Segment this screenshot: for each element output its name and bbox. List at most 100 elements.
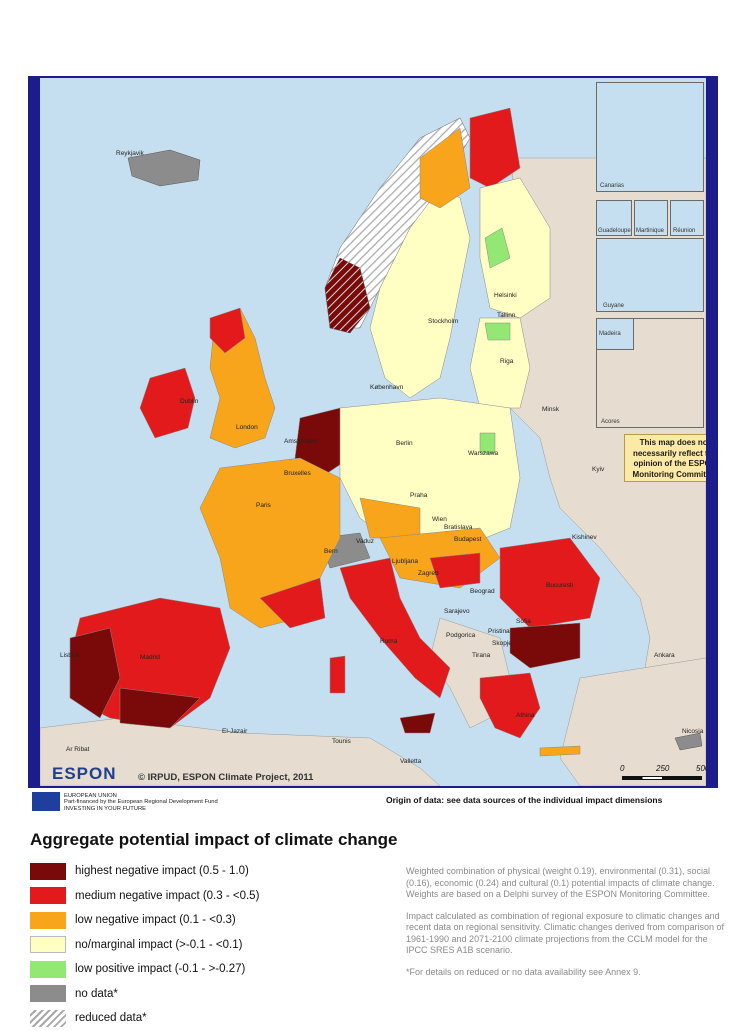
city-bern: Bern	[324, 548, 338, 555]
city-valletta: Valletta	[400, 758, 422, 765]
inset-guyane: Guyane	[596, 238, 704, 312]
eu-text-line: Part-financed by the European Regional D…	[64, 799, 218, 806]
inset-label-canarias: Canarias	[600, 183, 625, 189]
italy	[339, 557, 451, 699]
city-riga: Riga	[500, 358, 514, 365]
city-helsinki: Helsinki	[494, 292, 517, 299]
legend-swatch	[30, 936, 66, 954]
city-sofia: Sofia	[516, 618, 531, 625]
scotland-red	[209, 307, 246, 354]
espon-logo-text: ESPON	[52, 764, 117, 783]
methodology-notes: Weighted combination of physical (weight…	[406, 866, 724, 988]
inset-label-reunion: Réunion	[673, 228, 696, 234]
city-stockholm: Stockholm	[428, 318, 459, 325]
city-sarajevo: Sarajevo	[444, 608, 470, 615]
ireland	[139, 367, 196, 439]
legend-swatch-hatched	[30, 1009, 66, 1027]
city-beograd: Beograd	[470, 588, 495, 595]
city-warszawa: Warszawa	[468, 450, 499, 457]
city-skopje: Skopje	[492, 640, 512, 647]
cyprus	[674, 732, 703, 751]
city-london: London	[236, 424, 258, 431]
inset-label-martinique: Martinique	[636, 228, 665, 234]
city-athina: Athina	[516, 712, 535, 719]
legend-item-low: low negative impact (0.1 - <0.3)	[30, 908, 360, 933]
scale-tick-0: 0	[620, 764, 625, 773]
finland-green	[484, 227, 511, 269]
city-arribat: Ar Ribat	[66, 746, 90, 753]
city-paris: Paris	[256, 502, 271, 509]
eu-flag-icon	[32, 792, 60, 811]
legend-item-medium: medium negative impact (0.3 - <0.5)	[30, 884, 360, 909]
inset-martinique: Martinique	[634, 200, 668, 236]
estonia-green	[484, 322, 511, 341]
city-madrid: Madrid	[140, 654, 160, 661]
city-dublin: Dublin	[180, 398, 199, 405]
data-origin-note: Origin of data: see data sources of the …	[386, 795, 663, 805]
city-bruxelles: Bruxelles	[284, 470, 311, 477]
map-area[interactable]: Canarias Guadeloupe Martinique Réunion G…	[40, 78, 706, 786]
france-south	[259, 577, 326, 629]
lapland	[469, 107, 521, 189]
inset-canarias: Canarias	[596, 82, 704, 192]
benelux	[294, 407, 351, 479]
legend-swatch	[30, 960, 66, 978]
note-paragraph: Impact calculated as combination of regi…	[406, 910, 724, 956]
city-roma: Roma	[380, 638, 398, 645]
greece	[479, 672, 541, 739]
legend-label: medium negative impact (0.3 - <0.5)	[75, 889, 260, 902]
iceland	[127, 149, 201, 187]
hungary-red	[429, 552, 481, 589]
note-paragraph: Weighted combination of physical (weight…	[406, 866, 715, 899]
city-kobenhavn: København	[370, 384, 404, 391]
legend-item-reduced: reduced data*	[30, 1006, 360, 1031]
legend-swatch	[30, 911, 66, 929]
city-tirana: Tirana	[472, 652, 491, 659]
map-title: Aggregate potential impact of climate ch…	[30, 830, 398, 849]
legend-label: low positive impact (-0.1 - >-0.27)	[75, 963, 246, 976]
northern-sweden	[419, 127, 471, 209]
norway-dark	[324, 257, 371, 334]
city-zagreb: Zagreb	[418, 570, 439, 577]
legend: highest negative impact (0.5 - 1.0) medi…	[30, 859, 360, 1031]
inset-label-guadeloupe: Guadeloupe	[598, 228, 631, 234]
legend-label: no data*	[75, 987, 118, 1000]
inset-label-guyane: Guyane	[603, 303, 625, 309]
legend-swatch	[30, 985, 66, 1003]
turkey-land	[559, 657, 706, 786]
iberia-west	[69, 627, 121, 719]
crete	[539, 745, 581, 757]
inset-label-acores: Acores	[601, 419, 620, 425]
scale-bar: 0 250 500 km	[620, 764, 706, 786]
city-ljubljana: Ljubljana	[392, 558, 419, 565]
iberia-south	[119, 687, 201, 729]
copyright-text: © IRPUD, ESPON Climate Project, 2011	[138, 772, 314, 783]
city-nicosia: Nicosia	[682, 728, 704, 735]
eu-text-line: INVESTING IN YOUR FUTURE	[64, 805, 147, 812]
city-tallinn: Tallinn	[497, 312, 516, 319]
disclaimer-box: This map does not necessarily reflect th…	[624, 434, 706, 482]
city-ankara: Ankara	[654, 652, 675, 659]
city-berlin: Berlin	[396, 440, 413, 447]
city-tounis: Tounis	[332, 738, 351, 745]
city-vaduz: Vaduz	[356, 538, 374, 545]
romania	[499, 537, 601, 629]
europe-map	[40, 107, 706, 786]
finland	[479, 177, 551, 319]
poland-green	[479, 432, 496, 454]
city-podgorica: Podgorica	[446, 632, 476, 639]
city-wien: Wien	[432, 516, 447, 523]
map-frame: Canarias Guadeloupe Martinique Réunion G…	[28, 76, 718, 788]
city-kishinev: Kishinev	[572, 534, 597, 541]
bulgaria	[509, 622, 581, 669]
city-pristina: Pristina	[488, 628, 510, 635]
eu-text-line: EUROPEAN UNION	[64, 793, 117, 799]
inset-label-madeira: Madeira	[599, 331, 621, 337]
sicily	[399, 712, 436, 734]
legend-label: reduced data*	[75, 1012, 147, 1025]
legend-label: highest negative impact (0.5 - 1.0)	[75, 865, 249, 878]
legend-item-nodata: no data*	[30, 982, 360, 1007]
eu-funding-text: EUROPEAN UNION Part-financed by the Euro…	[64, 793, 218, 812]
legend-item-marginal: no/marginal impact (>-0.1 - <0.1)	[30, 933, 360, 958]
city-bucuresti: Bucuresti	[546, 582, 574, 589]
